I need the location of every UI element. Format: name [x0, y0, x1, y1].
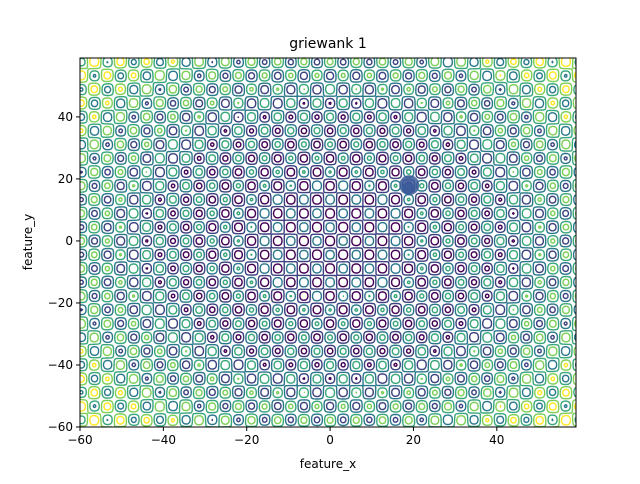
- y-tick-label-2: −20: [48, 296, 73, 310]
- chart-title: griewank 1: [289, 36, 367, 52]
- y-tick-label-4: 20: [58, 172, 73, 186]
- x-tick-label-5: 40: [489, 433, 504, 447]
- contour-level-1: [145, 101, 515, 381]
- y-tick-label-5: 40: [58, 110, 73, 124]
- minimum-marker-core: [402, 182, 415, 195]
- contour-level-2: [80, 58, 570, 424]
- x-tick-label-3: 0: [326, 433, 334, 447]
- y-tick-label-3: 0: [65, 234, 73, 248]
- contour-level-4: [80, 58, 576, 427]
- y-axis-ticks: −60 −40 −20 0 20 40: [48, 110, 80, 434]
- x-axis-ticks: −60 −40 −20 0 20 40: [67, 427, 504, 447]
- contour-level-3: [80, 58, 576, 427]
- plot-frame: [79, 57, 577, 428]
- x-axis-label: feature_x: [300, 457, 356, 471]
- x-tick-label-0: −60: [67, 433, 92, 447]
- x-tick-label-4: 20: [406, 433, 421, 447]
- minimum-marker-group: [399, 175, 420, 196]
- y-tick-label-1: −40: [48, 358, 73, 372]
- contour-level-5: [80, 58, 576, 427]
- y-axis-label: feature_y: [21, 214, 35, 270]
- x-tick-label-2: −20: [234, 433, 259, 447]
- y-tick-label-0: −60: [48, 420, 73, 434]
- contour-level-6: [80, 58, 576, 426]
- contour-lines: [80, 58, 576, 427]
- x-tick-label-1: −40: [151, 433, 176, 447]
